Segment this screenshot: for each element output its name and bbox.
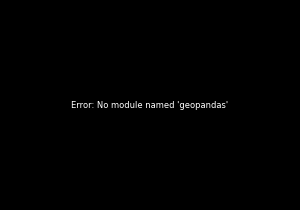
Text: Error: No module named 'geopandas': Error: No module named 'geopandas' (71, 101, 229, 109)
